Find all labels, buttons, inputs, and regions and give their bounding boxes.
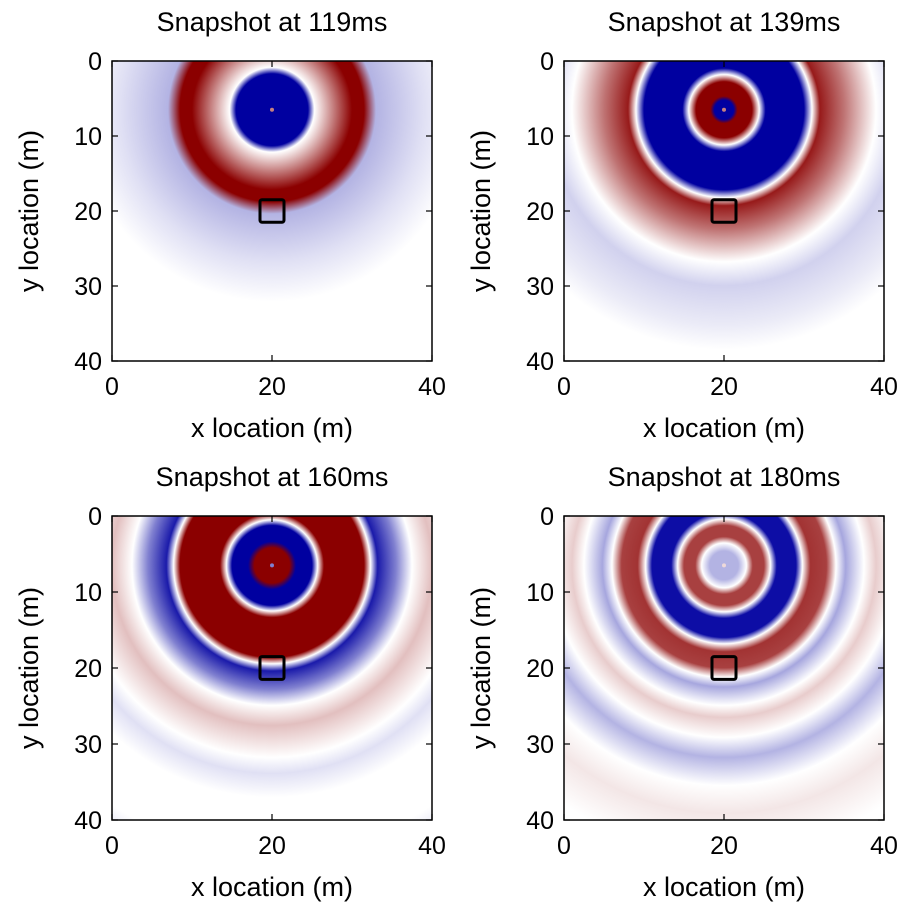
x-tick-label: 20	[710, 832, 738, 860]
y-tick-label: 20	[74, 655, 102, 683]
y-axis-label: y location (m)	[466, 587, 496, 749]
x-tick-label: 0	[105, 373, 119, 401]
x-tick-label: 0	[557, 373, 571, 401]
y-tick-label: 0	[88, 48, 102, 76]
y-tick-label: 0	[88, 503, 102, 531]
wavefield	[112, 61, 432, 361]
x-axis-label: x location (m)	[643, 872, 805, 902]
chart-title: Snapshot at 180ms	[608, 462, 841, 492]
y-tick-label: 30	[74, 273, 102, 301]
y-tick-label: 40	[526, 807, 554, 835]
y-tick-label: 0	[540, 48, 554, 76]
y-tick-label: 30	[526, 273, 554, 301]
y-tick-label: 40	[74, 348, 102, 376]
x-tick-label: 0	[557, 832, 571, 860]
x-axis-label: x location (m)	[191, 872, 353, 902]
target-box	[710, 198, 738, 224]
y-tick-label: 30	[74, 731, 102, 759]
wavefield	[564, 516, 884, 820]
x-tick-label: 0	[105, 832, 119, 860]
target-box	[258, 198, 286, 224]
x-tick-label: 20	[710, 373, 738, 401]
y-tick-label: 0	[540, 503, 554, 531]
target-box	[258, 655, 286, 681]
y-tick-label: 20	[74, 198, 102, 226]
x-tick-label: 40	[870, 832, 898, 860]
y-tick-label: 10	[526, 579, 554, 607]
x-tick-label: 20	[258, 373, 286, 401]
target-box	[710, 655, 738, 681]
x-axis-label: x location (m)	[191, 413, 353, 443]
y-tick-label: 10	[74, 579, 102, 607]
x-tick-label: 40	[418, 373, 446, 401]
y-axis-label: y location (m)	[14, 587, 44, 749]
chart-title: Snapshot at 160ms	[156, 462, 389, 492]
x-tick-label: 40	[418, 832, 446, 860]
source-point	[270, 107, 274, 112]
y-axis-label: y location (m)	[466, 130, 496, 292]
chart-title: Snapshot at 119ms	[157, 7, 388, 37]
wavefield	[564, 61, 884, 361]
x-tick-label: 40	[870, 373, 898, 401]
y-axis-label: y location (m)	[14, 130, 44, 292]
chart-title: Snapshot at 139ms	[608, 7, 841, 37]
x-axis-label: x location (m)	[643, 413, 805, 443]
y-tick-label: 30	[526, 731, 554, 759]
source-point	[722, 107, 726, 112]
source-point	[270, 563, 274, 568]
y-tick-label: 20	[526, 655, 554, 683]
y-tick-label: 40	[74, 807, 102, 835]
y-tick-label: 20	[526, 198, 554, 226]
y-tick-label: 10	[526, 123, 554, 151]
x-tick-label: 20	[258, 832, 286, 860]
wavefield	[112, 516, 432, 820]
y-tick-label: 40	[526, 348, 554, 376]
y-tick-label: 10	[74, 123, 102, 151]
source-point	[722, 563, 726, 568]
